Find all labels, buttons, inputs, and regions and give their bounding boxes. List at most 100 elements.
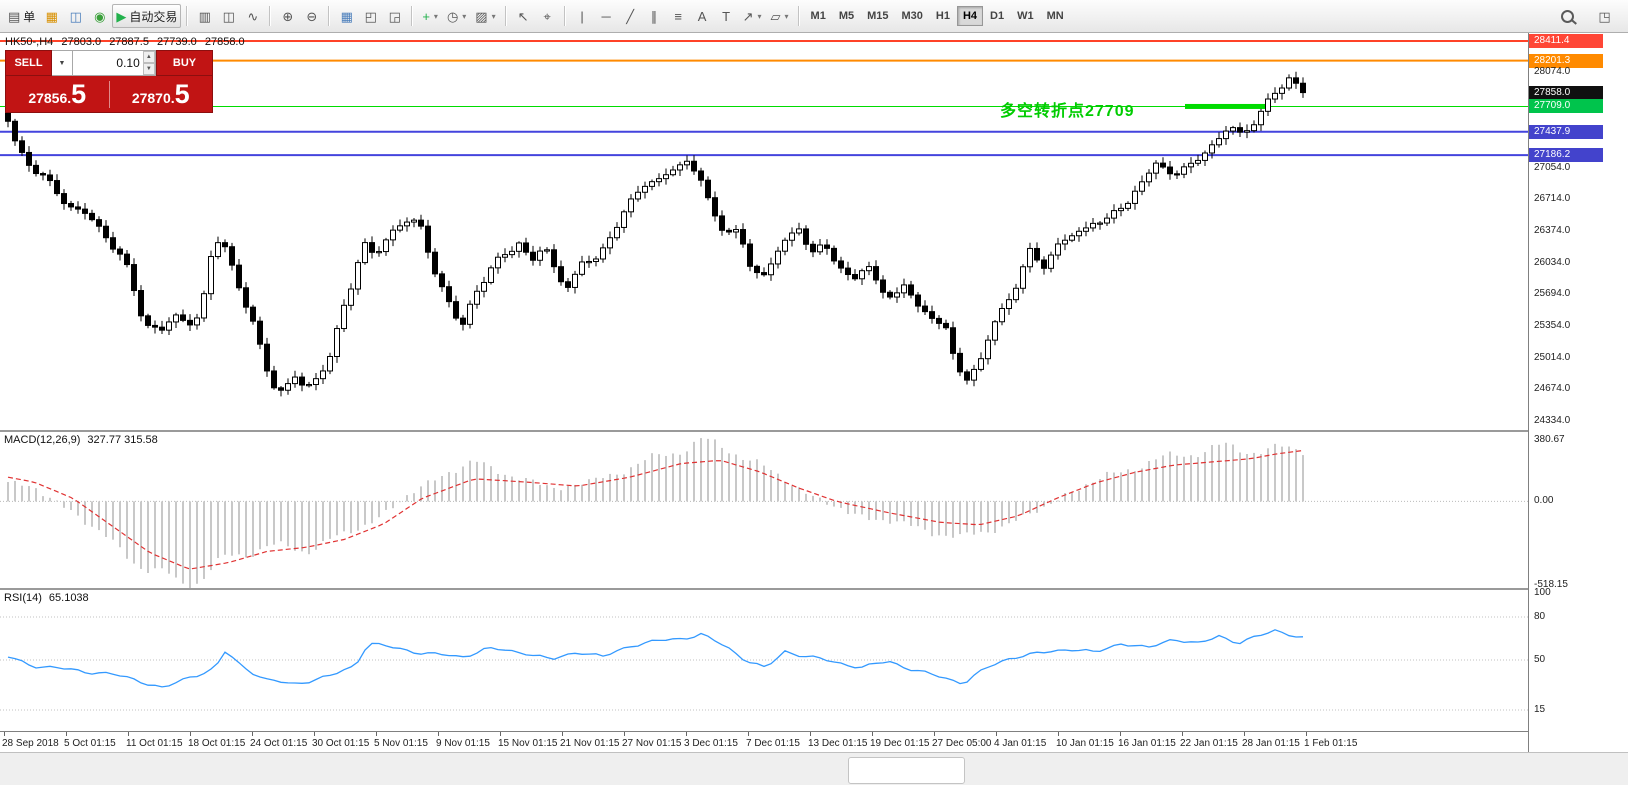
trendline-button[interactable]: ╱ — [619, 4, 642, 28]
pivot-annotation-text[interactable]: 多空转折点27709 — [1000, 103, 1135, 120]
scale-tick: 15 — [1534, 704, 1546, 716]
time-tick — [1058, 732, 1059, 736]
timeframe-mn-button[interactable]: MN — [1041, 6, 1070, 26]
text-icon: A — [697, 8, 707, 24]
price-badge: 28201.3 — [1529, 53, 1603, 68]
toolbar-separator — [797, 6, 800, 26]
rsi-panel[interactable]: RSI(14) 65.1038 — [0, 590, 1528, 731]
cursor-button[interactable]: ↖ — [512, 4, 535, 28]
volume-field: ▲ ▼ — [73, 50, 156, 76]
time-tick — [624, 732, 625, 736]
panel-separator[interactable] — [0, 430, 1628, 432]
candlestick-chart-canvas[interactable] — [0, 33, 1528, 430]
scale-tick: 0.00 — [1534, 495, 1554, 507]
candlestick-chart-button[interactable]: ◫ — [217, 4, 240, 28]
open-value: 27803.0 — [61, 36, 102, 48]
auto-trading-button[interactable]: ▶ 自动交易 — [112, 4, 182, 28]
rsi-canvas[interactable] — [0, 590, 1528, 731]
order-type-dropdown[interactable]: ▼ — [52, 50, 73, 76]
fibonacci-button[interactable]: ≡ — [667, 4, 690, 28]
timeframe-h1-button[interactable]: H1 — [930, 6, 956, 26]
zoom-in-button[interactable]: ⊕ — [276, 4, 299, 28]
scale-tick: 26034.0 — [1534, 256, 1571, 268]
macd-panel[interactable]: MACD(12,26,9) 327.77 315.58 — [0, 432, 1528, 588]
time-label: 18 Oct 01:15 — [188, 738, 246, 749]
crosshair-button[interactable]: ⌖ — [536, 4, 559, 28]
cascade-windows-button[interactable]: ◲ — [383, 4, 406, 28]
zoom-out-icon: ⊖ — [306, 8, 318, 24]
tile-windows-button[interactable]: ◰ — [359, 4, 382, 28]
volume-input[interactable] — [73, 51, 143, 75]
sell-price[interactable]: 27856. 5 — [6, 78, 109, 109]
chevron-down-icon: ▾ — [491, 11, 496, 21]
price-chart-panel[interactable]: HK50-,H4 27803.0 27887.5 27739.0 27858.0… — [0, 33, 1528, 430]
time-label: 15 Nov 01:15 — [498, 738, 558, 749]
scale-tick: 24674.0 — [1534, 383, 1571, 395]
one-click-trading-panel: SELL ▼ ▲ ▼ BUY 27856.5 27870.5 — [5, 50, 213, 113]
cursor-icon: ↖ — [517, 8, 529, 24]
charts-window-button[interactable]: ▦ — [40, 4, 63, 28]
buy-button[interactable]: BUY — [156, 50, 213, 76]
periods-button[interactable]: ◷ ▾ — [443, 4, 470, 28]
timeframe-d1-button[interactable]: D1 — [984, 6, 1010, 26]
info-button[interactable]: ◉ — [88, 4, 111, 28]
arrows-button[interactable]: ↗ ▾ — [739, 4, 766, 28]
timeframe-m15-button[interactable]: M15 — [861, 6, 894, 26]
status-box — [848, 757, 965, 784]
price-scale[interactable]: 28411.4 28201.3 28074.0 27858.0 27709.0 27437… — [1528, 33, 1628, 752]
new-order-label: 单 — [23, 9, 36, 24]
bar-chart-button[interactable]: ▥ — [193, 4, 216, 28]
volume-increase-button[interactable]: ▲ — [142, 51, 155, 63]
vertical-line-button[interactable]: | — [571, 4, 594, 28]
macd-signal-line — [7, 449, 1304, 570]
rsi-line — [7, 629, 1304, 688]
line-chart-button[interactable]: ∿ — [241, 4, 264, 28]
grid-icon: ▦ — [340, 8, 353, 24]
horizontal-line-icon: ─ — [601, 8, 611, 24]
search-button[interactable] — [1556, 4, 1579, 28]
macd-canvas[interactable] — [0, 432, 1528, 588]
close-value: 27858.0 — [204, 36, 245, 48]
timeframe-w1-button[interactable]: W1 — [1011, 6, 1040, 26]
time-label: 19 Dec 01:15 — [870, 738, 930, 749]
time-axis[interactable]: 28 Sep 2018 5 Oct 01:15 11 Oct 01:15 18 Oct… — [0, 731, 1628, 752]
toolbar-separator — [328, 6, 331, 26]
time-label: 7 Dec 01:15 — [746, 738, 800, 749]
symbol-period: HK50-,H4 — [5, 36, 54, 48]
grid-button[interactable]: ▦ — [335, 4, 358, 28]
horizontal-line-button[interactable]: ─ — [595, 4, 618, 28]
buy-price-base: 27870. — [131, 89, 175, 106]
templates-button[interactable]: ▨ ▾ — [471, 4, 499, 28]
timeframe-h4-button[interactable]: H4 — [956, 6, 984, 26]
scale-tick: 28074.0 — [1534, 66, 1571, 78]
time-tick — [1182, 732, 1183, 736]
time-tick — [376, 732, 377, 736]
macd-values: 327.77 315.58 — [87, 434, 158, 446]
sell-price-big-digit: 5 — [71, 78, 87, 109]
text-label-button[interactable]: T — [715, 4, 738, 28]
timeframe-m30-button[interactable]: M30 — [896, 6, 929, 26]
time-tick — [4, 732, 5, 736]
indicators-button[interactable]: + ▾ — [418, 4, 442, 28]
volume-decrease-button[interactable]: ▼ — [142, 63, 155, 75]
text-button[interactable]: A — [691, 4, 714, 28]
timeframe-m5-button[interactable]: M5 — [833, 6, 860, 26]
time-label: 5 Oct 01:15 — [64, 738, 116, 749]
quick-panel-icon: ◳ — [1598, 8, 1611, 24]
charts-window-icon: ▦ — [45, 8, 58, 24]
vertical-line-icon: | — [580, 8, 584, 24]
time-label: 22 Jan 01:15 — [1180, 738, 1238, 749]
new-order-button[interactable]: ▤ 单 — [4, 4, 39, 28]
timeframe-m1-button[interactable]: M1 — [805, 6, 832, 26]
zoom-out-button[interactable]: ⊖ — [300, 4, 323, 28]
equidistant-channel-button[interactable]: ∥ — [643, 4, 666, 28]
buy-price-big-digit: 5 — [174, 78, 190, 109]
time-tick — [686, 732, 687, 736]
quick-panel-button[interactable]: ◳ — [1593, 4, 1616, 28]
candlestick-chart-icon: ◫ — [222, 8, 235, 24]
panel-separator[interactable] — [0, 588, 1628, 590]
buy-price[interactable]: 27870. 5 — [110, 78, 213, 109]
profiles-button[interactable]: ◫ — [64, 4, 87, 28]
shapes-button[interactable]: ▱ ▾ — [767, 4, 793, 28]
sell-button[interactable]: SELL — [5, 50, 52, 76]
